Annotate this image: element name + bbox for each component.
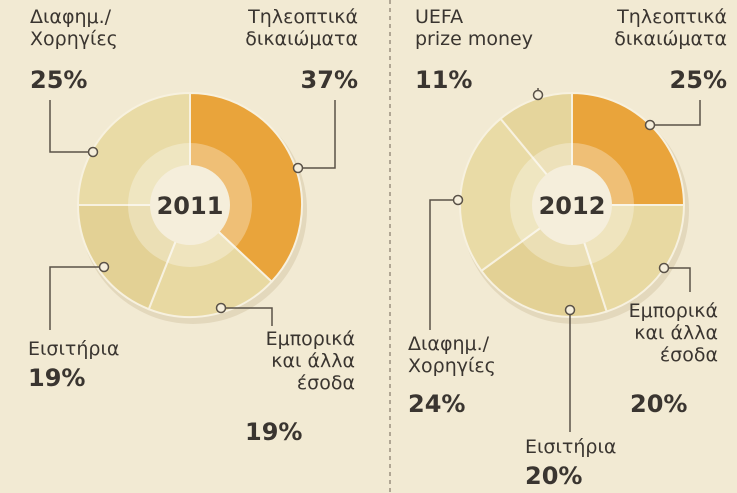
leader-dot (564, 304, 576, 316)
center-year: 2011 (157, 192, 224, 220)
leader-dot (452, 194, 464, 206)
slice-label: Τηλεοπτικά δικαιώματα (245, 6, 358, 50)
leader-line (664, 267, 691, 292)
slice-value: 11% (415, 66, 473, 94)
slice-label: Εμπορικά και άλλα έσοδα (628, 300, 718, 366)
leader-line (221, 307, 273, 326)
slice-label: Εμπορικά και άλλα έσοδα (265, 328, 355, 394)
leader-dot (292, 162, 304, 174)
leader-dot (87, 146, 99, 158)
slice-value: 20% (525, 462, 583, 490)
leader-dot (532, 89, 544, 101)
slice-value: 24% (408, 390, 466, 418)
leader-dot (658, 262, 670, 274)
leader-dot (644, 119, 656, 131)
slice-value: 25% (669, 66, 727, 94)
slice-value: 19% (245, 418, 303, 446)
leader-dot (98, 261, 110, 273)
leader-line (429, 199, 458, 330)
leader-line (49, 100, 93, 153)
slice-label: UEFA prize money (415, 6, 533, 50)
slice-value: 37% (300, 66, 358, 94)
leader-line (49, 266, 104, 330)
slice-value: 20% (630, 390, 688, 418)
slice-value: 19% (28, 364, 86, 392)
slice-value: 25% (30, 66, 88, 94)
slice-label: Διαφημ./ Χορηγίες (408, 333, 496, 377)
center-disc (532, 165, 612, 245)
center-disc (150, 165, 230, 245)
slice-label: Τηλεοπτικά δικαιώματα (614, 6, 727, 50)
center-year: 2012 (539, 192, 606, 220)
slice-label: Εισιτήρια (28, 338, 120, 360)
slice-label: Εισιτήρια (525, 436, 617, 458)
leader-dot (215, 302, 227, 314)
leader-line (650, 100, 701, 126)
slice-label: Διαφημ./ Χορηγίες (30, 6, 118, 50)
leader-line (298, 100, 336, 169)
